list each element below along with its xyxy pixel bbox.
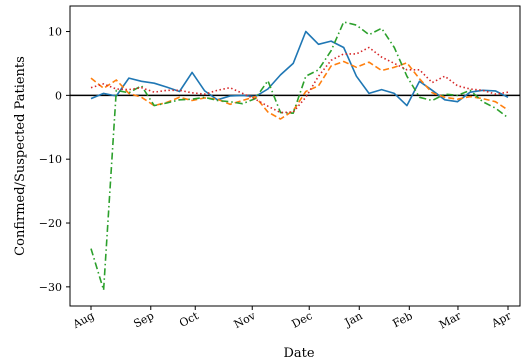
x-tick-label: Apr [489,309,515,331]
y-tick-label: −20 [39,217,62,230]
series-line-4 [90,46,509,114]
series-line-3 [90,21,509,291]
y-axis-ticks: 10 0 −10 −20 −30 [39,26,70,294]
plot-frame [69,5,521,307]
x-tick-label: Jan [342,309,365,329]
x-tick-label: Feb [390,309,414,330]
x-axis-label: Date [283,346,314,361]
y-axis-label: Confirmed/Suspected Patients [13,56,28,256]
x-tick-label: Dec [290,309,315,331]
x-tick-label: Nov [232,309,259,331]
y-tick-label: −10 [39,153,62,166]
x-tick-label: Mar [437,309,464,332]
y-tick-label: 10 [48,26,62,39]
y-tick-label: 0 [55,89,62,102]
x-tick-label: Sep [131,309,156,330]
y-tick-label: −30 [39,281,62,294]
x-tick-label: Oct [177,309,201,330]
x-axis-ticks: Aug Sep Oct Nov Dec Jan Feb Mar Apr [70,306,514,331]
x-tick-label: Aug [70,309,96,331]
series-layer [90,21,509,291]
series-line-1 [90,30,509,107]
series-line-2 [90,60,509,120]
